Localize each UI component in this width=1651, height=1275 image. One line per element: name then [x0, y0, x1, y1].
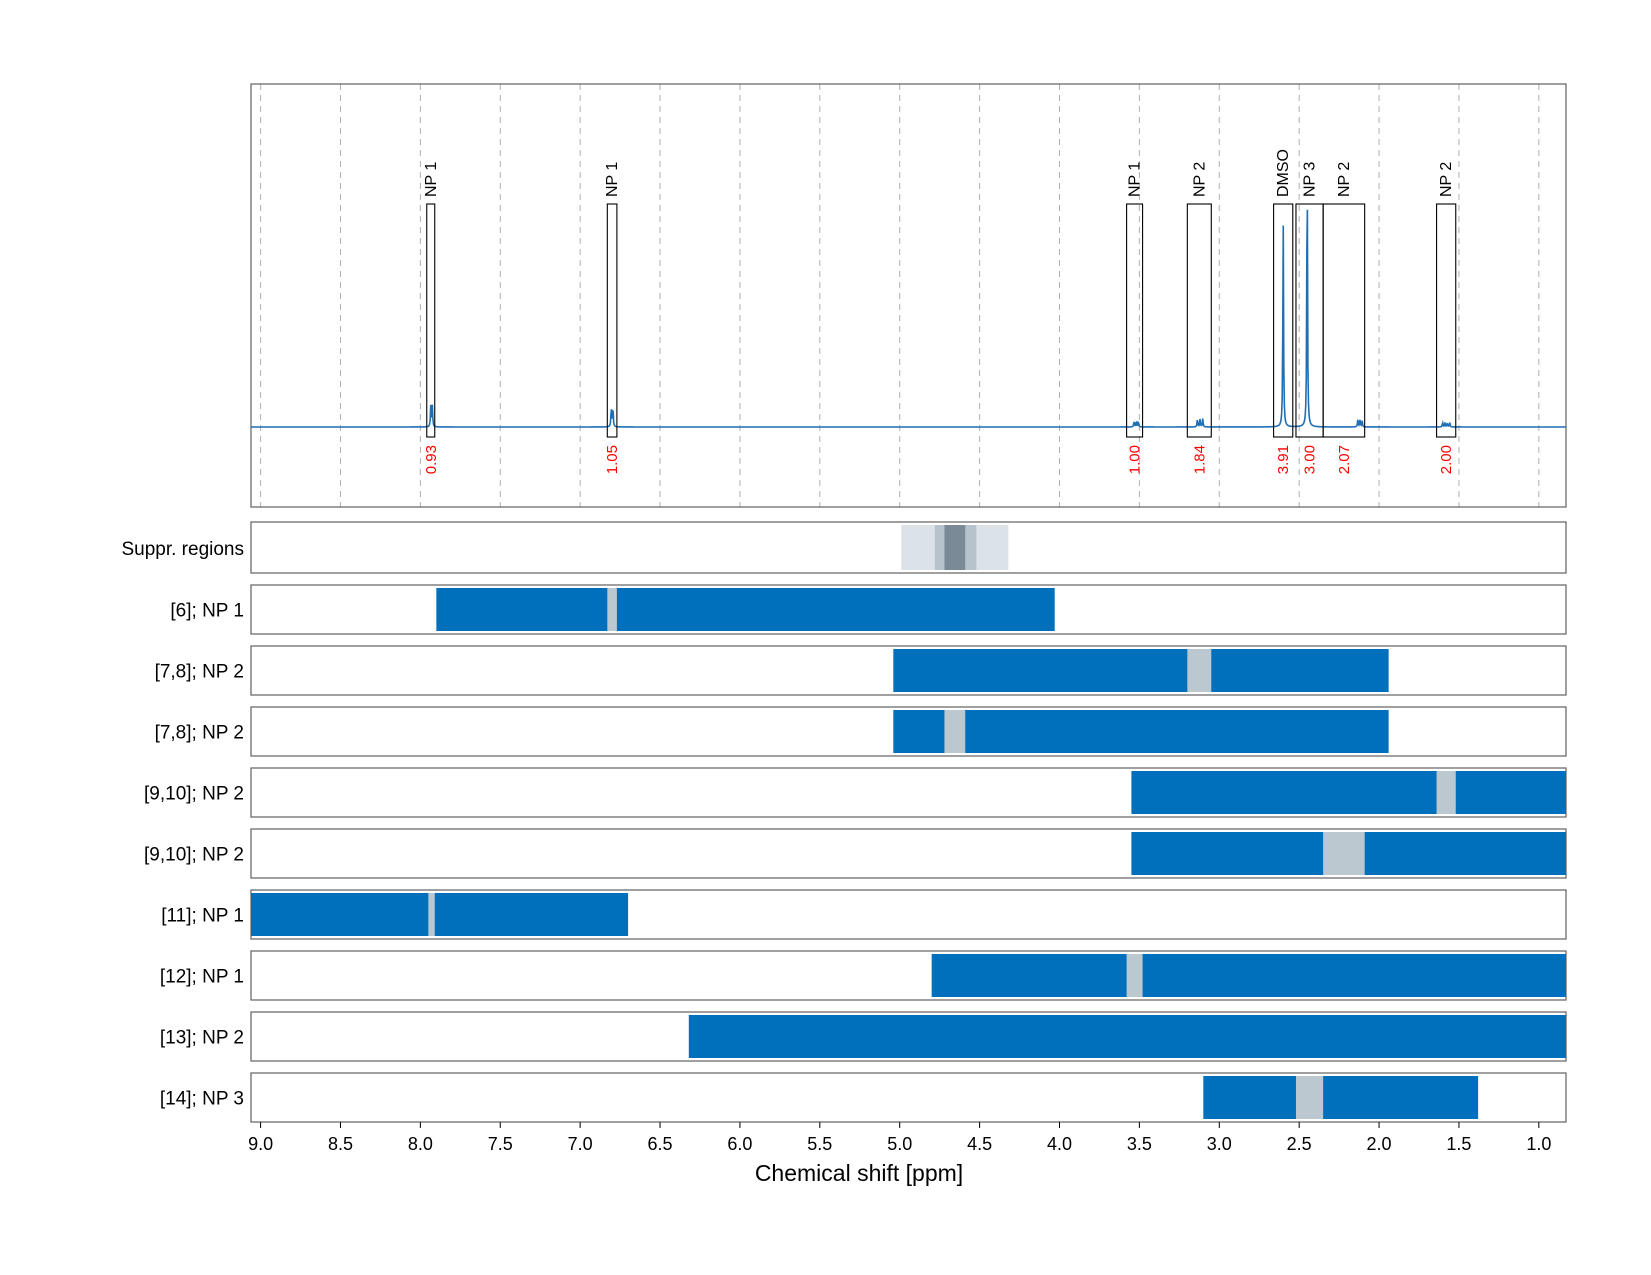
annotation-label: NP 1 — [423, 162, 440, 197]
annotation-box — [1126, 203, 1144, 438]
integral-value: 3.91 — [1275, 445, 1292, 474]
region-gap — [607, 588, 617, 631]
x-tick-label: 1.5 — [1446, 1134, 1471, 1154]
annotation-label: NP 2 — [1336, 162, 1353, 197]
suppressed-regions-panel: Suppr. regions — [121, 521, 1567, 574]
row-label: [11]; NP 1 — [161, 906, 244, 927]
x-tick-label: 3.5 — [1127, 1134, 1152, 1154]
x-tick-label: 4.0 — [1047, 1134, 1072, 1154]
spectrum-line — [251, 209, 1566, 428]
annotation-box — [426, 203, 436, 438]
region-gap — [944, 710, 966, 753]
region-bar — [436, 588, 1055, 631]
x-tick-label: 4.5 — [967, 1134, 992, 1154]
region-rows: [6]; NP 1 [7,8]; NP 2 [7,8]; NP 2 [9,10]; N… — [144, 584, 1567, 1123]
annotation-box — [1295, 203, 1324, 438]
region-gap — [1323, 832, 1365, 875]
annotation-box — [1186, 203, 1212, 438]
x-tick-label: 3.0 — [1207, 1134, 1232, 1154]
integral-value: 1.84 — [1191, 445, 1208, 474]
x-tick-label: 6.0 — [727, 1134, 752, 1154]
integral-value: 3.00 — [1302, 445, 1319, 474]
integral-value: 0.93 — [423, 445, 440, 474]
suppressed-region — [944, 525, 966, 570]
region-bar — [688, 1015, 1566, 1058]
integral-value: 2.07 — [1336, 445, 1353, 474]
suppr-label: Suppr. regions — [121, 539, 244, 560]
row-label: [12]; NP 1 — [160, 967, 244, 988]
row-label: [7,8]; NP 2 — [155, 723, 244, 744]
x-axis-label: Chemical shift [ppm] — [755, 1160, 963, 1186]
region-gap — [1295, 1076, 1324, 1119]
region-gap — [1187, 649, 1212, 692]
x-tick-label: 2.0 — [1367, 1134, 1392, 1154]
row-label: [7,8]; NP 2 — [155, 662, 244, 683]
row-label: [13]; NP 2 — [160, 1028, 244, 1049]
annotation-label: NP 1 — [604, 162, 621, 197]
annotation-label: DMSO — [1275, 149, 1292, 197]
x-tick-label: 9.0 — [248, 1134, 273, 1154]
annotation-label: NP 1 — [1127, 162, 1144, 197]
annotation-label: NP 3 — [1302, 162, 1319, 197]
x-tick-label: 7.0 — [568, 1134, 593, 1154]
annotation-label: NP 2 — [1438, 162, 1455, 197]
x-axis: 9.0 8.5 8.0 7.5 7.0 6.5 6.0 5.5 5.0 4.5 4.0 3.5 3.0 2… — [248, 1122, 1551, 1154]
integral-value: 1.00 — [1127, 445, 1144, 474]
x-tick-label: 7.5 — [488, 1134, 513, 1154]
annotation-box — [1273, 203, 1294, 438]
row-label: [6]; NP 1 — [170, 601, 244, 622]
x-tick-label: 2.5 — [1287, 1134, 1312, 1154]
x-tick-label: 8.0 — [408, 1134, 433, 1154]
spectrum-frame — [250, 83, 1567, 508]
row-label: [14]; NP 3 — [160, 1089, 244, 1110]
region-bar — [251, 893, 629, 936]
region-bar — [931, 954, 1566, 997]
region-gap — [1126, 954, 1143, 997]
x-tick-label: 5.0 — [887, 1134, 912, 1154]
integral-value: 2.00 — [1438, 445, 1455, 474]
row-label: [9,10]; NP 2 — [144, 784, 244, 805]
row-label: [9,10]; NP 2 — [144, 845, 244, 866]
spectrum-panel: NP 1 0.93 NP 1 1.05 NP 1 1.00 NP 2 1.84 DMSO 3.91… — [250, 83, 1567, 508]
x-tick-label: 8.5 — [328, 1134, 353, 1154]
region-gap — [428, 893, 435, 936]
region-bar — [1203, 1076, 1479, 1119]
gridlines — [260, 84, 1540, 507]
region-gap — [1436, 771, 1456, 814]
region-bar — [893, 710, 1389, 753]
annotation-box — [1322, 203, 1366, 438]
x-tick-label: 1.0 — [1526, 1134, 1551, 1154]
annotation-box — [1436, 203, 1457, 438]
region-bar — [1131, 771, 1566, 814]
integral-value: 1.05 — [604, 445, 621, 474]
region-bar — [893, 649, 1389, 692]
annotation-box — [606, 203, 618, 438]
annotation-label: NP 2 — [1191, 162, 1208, 197]
x-tick-label: 6.5 — [648, 1134, 673, 1154]
x-tick-label: 5.5 — [807, 1134, 832, 1154]
